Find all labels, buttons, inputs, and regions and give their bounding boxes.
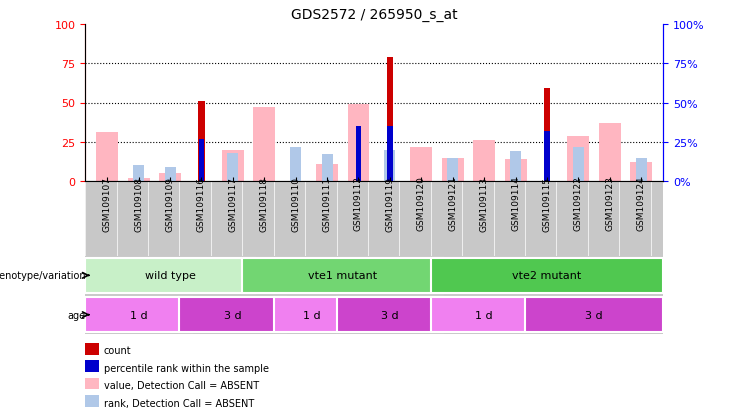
Bar (431, 297, 537, 332)
Bar (505, 160, 527, 182)
Bar (636, 158, 647, 182)
Bar (387, 58, 393, 182)
Text: 1 d: 1 d (302, 310, 320, 320)
Bar (227, 154, 239, 182)
Bar (85, 258, 255, 293)
Bar (599, 123, 621, 182)
Bar (199, 102, 205, 182)
Bar (127, 178, 150, 182)
Text: vte2 mutant: vte2 mutant (512, 271, 582, 281)
Bar (85, 297, 192, 332)
Bar (316, 164, 338, 182)
Text: count: count (104, 346, 131, 356)
Bar (242, 258, 443, 293)
Bar (442, 158, 464, 182)
Bar (133, 166, 144, 182)
Text: percentile rank within the sample: percentile rank within the sample (104, 363, 269, 373)
Bar (411, 147, 432, 182)
Bar (336, 297, 443, 332)
Bar (322, 155, 333, 182)
Bar (568, 136, 589, 182)
Bar (253, 108, 275, 182)
Text: genotype/variation: genotype/variation (0, 271, 86, 281)
Text: 3 d: 3 d (381, 310, 399, 320)
Bar (630, 163, 652, 182)
Bar (159, 174, 181, 182)
Bar (356, 127, 362, 182)
Text: 3 d: 3 d (585, 310, 603, 320)
Bar (510, 152, 521, 182)
Bar (448, 158, 458, 182)
Bar (473, 141, 495, 182)
Bar (222, 150, 244, 182)
Bar (165, 168, 176, 182)
Bar (544, 89, 550, 182)
Bar (199, 139, 205, 182)
Bar (290, 147, 301, 182)
Bar (348, 105, 370, 182)
Text: 1 d: 1 d (475, 310, 493, 320)
Bar (573, 147, 584, 182)
Text: rank, Detection Call = ABSENT: rank, Detection Call = ABSENT (104, 398, 254, 408)
Bar (273, 297, 349, 332)
Bar (525, 297, 663, 332)
Bar (179, 297, 286, 332)
Text: age: age (67, 310, 86, 320)
Text: wild type: wild type (144, 271, 196, 281)
Bar (385, 150, 396, 182)
Title: GDS2572 / 265950_s_at: GDS2572 / 265950_s_at (291, 8, 457, 22)
Bar (96, 133, 119, 182)
Text: 3 d: 3 d (224, 310, 242, 320)
Text: vte1 mutant: vte1 mutant (308, 271, 377, 281)
Bar (431, 258, 663, 293)
Text: 1 d: 1 d (130, 310, 147, 320)
Text: value, Detection Call = ABSENT: value, Detection Call = ABSENT (104, 380, 259, 390)
Bar (544, 131, 550, 182)
Bar (387, 127, 393, 182)
